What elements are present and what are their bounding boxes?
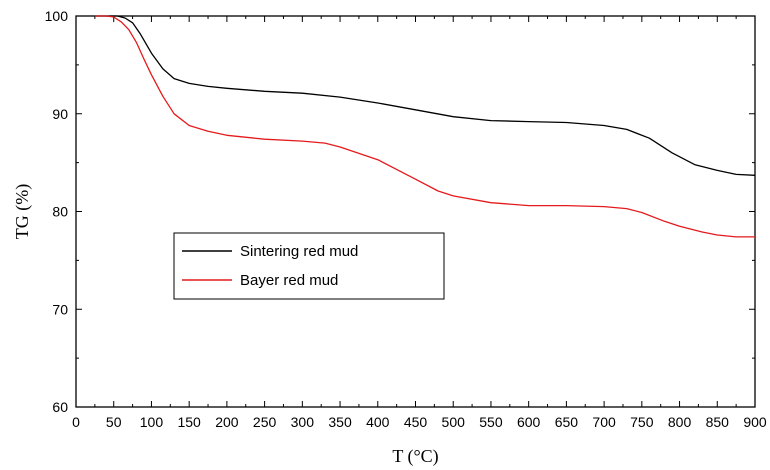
legend-label: Bayer red mud [240, 272, 338, 289]
x-tick-label: 850 [706, 414, 730, 430]
legend-box [173, 232, 445, 300]
y-axis-title: TG (%) [12, 184, 33, 239]
x-tick-label: 600 [517, 414, 541, 430]
x-tick-label: 150 [177, 414, 201, 430]
y-tick-label: 80 [52, 204, 68, 220]
series-line-sintering [94, 15, 756, 176]
x-tick-label: 300 [291, 414, 315, 430]
x-tick-label: 50 [106, 414, 122, 430]
x-axis: 0 50 100 150 200 250 300 350 400 450 500 550 600 650 7… [72, 16, 767, 430]
x-tick-label: 250 [253, 414, 277, 430]
x-tick-label: 400 [366, 414, 390, 430]
series-line-bayer [94, 15, 755, 238]
x-tick-label: 750 [630, 414, 654, 430]
legend-label: Sintering red mud [240, 243, 358, 260]
plot-area [75, 15, 756, 408]
x-tick-label: 800 [668, 414, 692, 430]
y-tick-label: 90 [52, 106, 68, 122]
y-tick-label: 70 [52, 301, 68, 317]
x-tick-label: 350 [328, 414, 352, 430]
x-tick-label: 450 [404, 414, 428, 430]
y-axis: 60 70 80 90 100 [45, 8, 755, 415]
legend: Sintering red mud Bayer red mud [173, 232, 445, 300]
x-tick-label: 900 [743, 414, 767, 430]
y-tick-label: 100 [45, 8, 69, 24]
x-tick-label: 700 [592, 414, 616, 430]
plot-frame [75, 15, 756, 408]
x-tick-label: 550 [479, 414, 503, 430]
x-axis-title: T (°C) [392, 446, 438, 467]
x-tick-label: 650 [555, 414, 579, 430]
series-layer [94, 15, 756, 238]
x-tick-label: 0 [72, 414, 80, 430]
x-tick-label: 100 [140, 414, 164, 430]
y-tick-label: 60 [52, 399, 68, 415]
x-tick-label: 500 [442, 414, 466, 430]
x-tick-label: 200 [215, 414, 239, 430]
